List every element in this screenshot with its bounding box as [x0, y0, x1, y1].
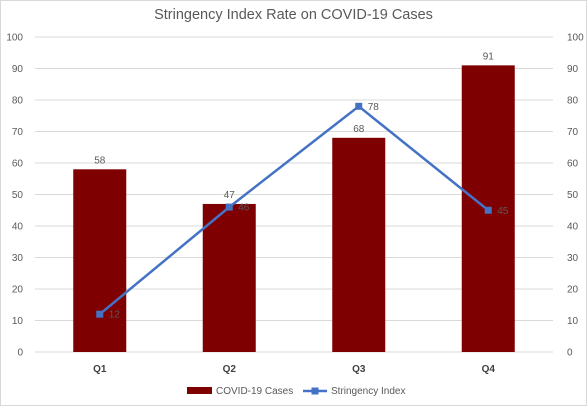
y2-tick-label: 50	[567, 190, 579, 201]
line-series	[98, 105, 490, 316]
bar-data-label: 47	[224, 190, 236, 201]
legend-swatch-bar	[187, 387, 212, 394]
line-point	[225, 203, 233, 211]
y2-tick-label: 40	[567, 222, 579, 233]
line-data-label: 46	[238, 203, 250, 214]
y-tick-label: 80	[12, 96, 24, 107]
y-tick-label: 20	[12, 285, 24, 296]
y-tick-label: 90	[12, 64, 24, 75]
bar-data-label: 58	[94, 155, 106, 166]
x-tick-label: Q2	[223, 364, 237, 375]
bar	[332, 137, 386, 352]
x-tick-label: Q1	[93, 364, 107, 375]
y2-tick-label: 70	[567, 127, 579, 138]
y-tick-label: 50	[12, 190, 24, 201]
line-data-label: 45	[497, 206, 509, 217]
line-data-label: 12	[109, 310, 121, 321]
y2-tick-label: 20	[567, 285, 579, 296]
y2-tick-label: 10	[567, 316, 579, 327]
chart-title: Stringency Index Rate on COVID-19 Cases	[154, 7, 433, 23]
line-point	[96, 310, 104, 318]
y-tick-label: 10	[12, 316, 24, 327]
y2-tick-label: 80	[567, 96, 579, 107]
y2-tick-label: 60	[567, 159, 579, 170]
y2-tick-label: 0	[567, 348, 573, 359]
y-tick-label: 40	[12, 222, 24, 233]
bar-data-label: 68	[353, 124, 365, 135]
bar	[73, 169, 127, 352]
y-tick-label: 100	[6, 33, 23, 44]
line-point	[355, 102, 363, 110]
line-data-label: 78	[368, 102, 380, 113]
line-point	[484, 206, 492, 214]
legend-label: Stringency Index	[331, 386, 406, 397]
legend-label: COVID-19 Cases	[216, 386, 293, 397]
y-tick-label: 0	[17, 348, 23, 359]
legend-swatch-marker	[311, 387, 319, 395]
y2-tick-label: 30	[567, 253, 579, 264]
y2-tick-label: 100	[567, 33, 584, 44]
bar-data-label: 91	[483, 51, 495, 62]
y-tick-label: 70	[12, 127, 24, 138]
x-tick-label: Q3	[352, 364, 366, 375]
y2-tick-label: 90	[567, 64, 579, 75]
x-tick-label: Q4	[482, 364, 496, 375]
y-tick-label: 60	[12, 159, 24, 170]
bar	[202, 203, 256, 352]
y-tick-label: 30	[12, 253, 24, 264]
